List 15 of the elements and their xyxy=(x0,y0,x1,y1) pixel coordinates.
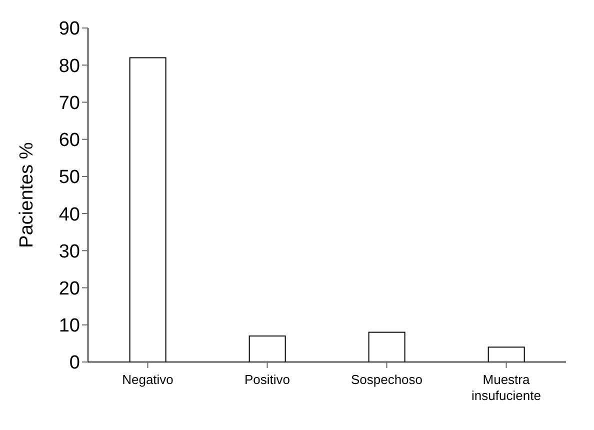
x-tick-label: Muestra insufuciente xyxy=(472,372,541,403)
x-tick-label: Negativo xyxy=(122,372,174,387)
y-tick-label: 0 xyxy=(69,352,80,374)
y-axis-title: Pacientes % xyxy=(16,142,38,248)
x-tick-label: Positivo xyxy=(244,372,290,387)
y-tick-label: 30 xyxy=(58,241,80,262)
x-tick-label: Sospechoso xyxy=(350,372,423,387)
y-tick-label: 20 xyxy=(58,278,80,300)
y-tick-label: 90 xyxy=(58,18,80,40)
y-tick-label: 40 xyxy=(58,204,80,226)
y-tick-label: 60 xyxy=(58,130,80,152)
y-tick-label: 50 xyxy=(58,167,80,188)
y-tick-label: 80 xyxy=(58,56,80,77)
y-tick-label: 10 xyxy=(58,316,80,337)
y-tick-label: 70 xyxy=(58,92,80,114)
